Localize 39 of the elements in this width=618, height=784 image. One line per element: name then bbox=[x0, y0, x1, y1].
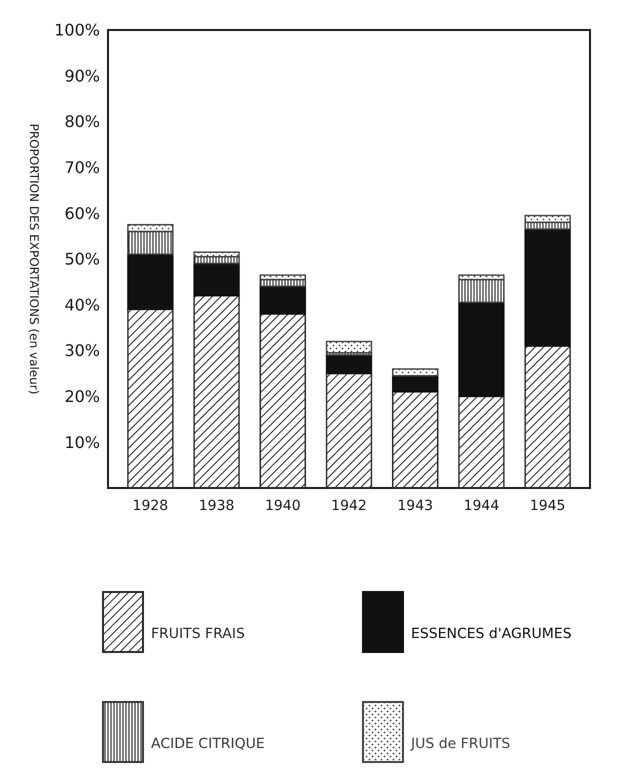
bar bbox=[392, 368, 438, 377]
y-tick-label: 40% bbox=[64, 295, 100, 314]
bar bbox=[127, 254, 174, 310]
bar bbox=[392, 391, 438, 489]
y-tick-label: 70% bbox=[64, 158, 100, 177]
text: FRUITS FRAIS bbox=[151, 626, 245, 642]
bar bbox=[524, 228, 571, 347]
y-tick-label: 90% bbox=[64, 66, 100, 86]
y-tick-label: 80% bbox=[64, 112, 100, 132]
bar bbox=[524, 345, 571, 489]
bar bbox=[458, 278, 505, 304]
y-tick-label: 20% bbox=[64, 387, 100, 406]
x-tick-label: 1938 bbox=[198, 498, 234, 514]
bar bbox=[458, 302, 505, 398]
bar bbox=[458, 396, 505, 489]
y-tick-label: 60% bbox=[64, 204, 100, 223]
y-tick-label: 30% bbox=[64, 341, 100, 360]
bar bbox=[326, 354, 372, 374]
y-tick-label: 100% bbox=[54, 20, 100, 40]
bar bbox=[193, 294, 240, 489]
bar bbox=[260, 313, 306, 489]
text: ESSENCES d'AGRUMES bbox=[411, 626, 572, 642]
x-tick-label: 1944 bbox=[464, 498, 500, 514]
x-tick-label: 1945 bbox=[530, 498, 566, 514]
y-axis-title: PROPORTION DES EXPORTATIONS (en valeur) bbox=[27, 124, 41, 394]
bar bbox=[326, 340, 372, 354]
bar bbox=[392, 375, 438, 393]
y-tick-label: 50% bbox=[64, 250, 100, 269]
bar bbox=[127, 308, 174, 489]
bar bbox=[193, 262, 240, 296]
x-tick-label: 1942 bbox=[331, 498, 367, 514]
y-tick-label: 10% bbox=[64, 432, 100, 452]
bar bbox=[326, 372, 372, 489]
bar bbox=[260, 286, 306, 315]
x-tick-label: 1940 bbox=[264, 498, 301, 514]
text: JUS de FRUITS bbox=[410, 736, 510, 752]
x-tick-label: 1943 bbox=[397, 498, 434, 514]
text: ACIDE CITRIQUE bbox=[151, 736, 265, 752]
x-tick-label: 1928 bbox=[132, 498, 168, 514]
